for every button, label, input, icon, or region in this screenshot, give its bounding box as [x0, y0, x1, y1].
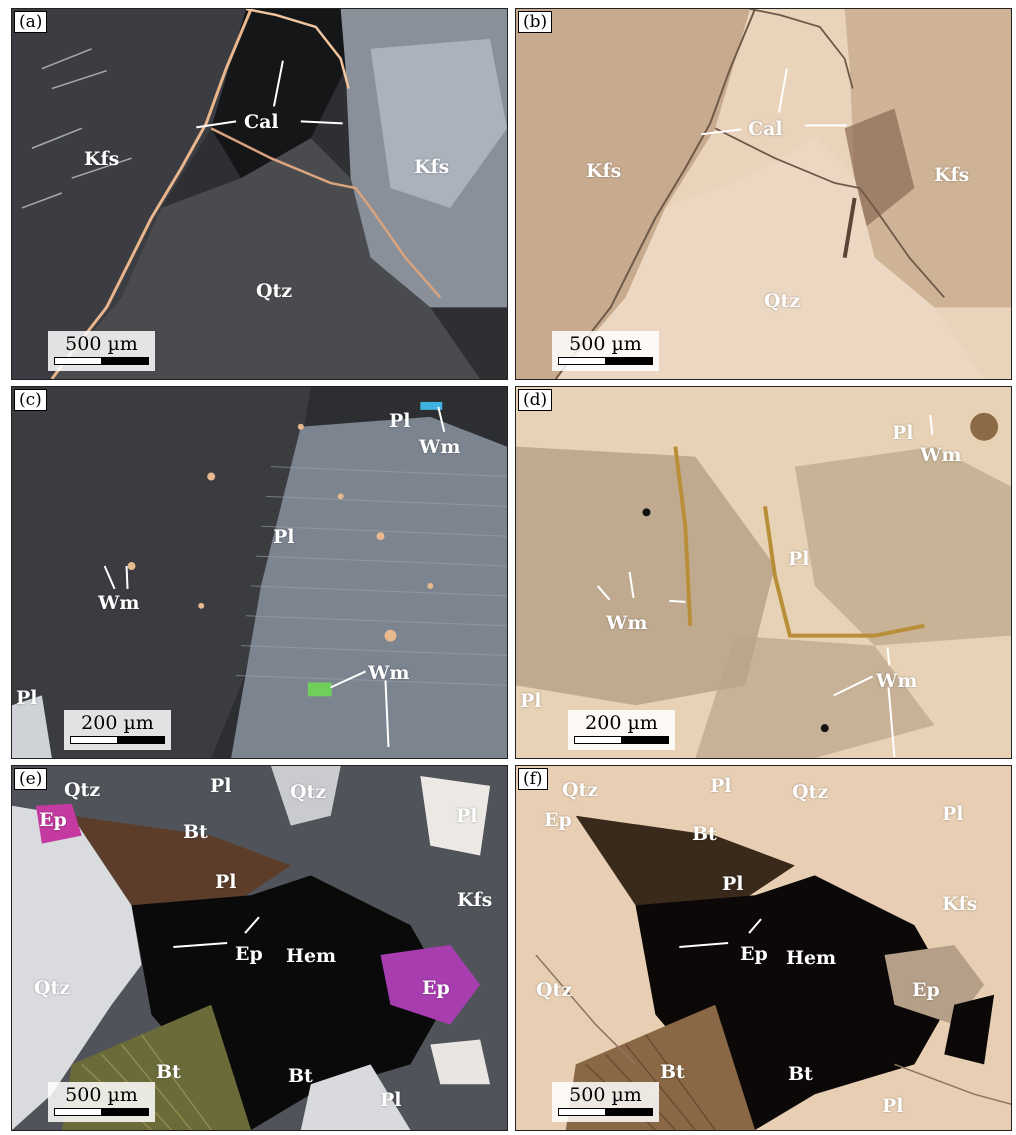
mineral-label-qtz: Qtz: [34, 977, 71, 999]
plane-polarized-photo-f: [516, 766, 1011, 1130]
mineral-label-pl: Pl: [892, 422, 914, 444]
mineral-label-wm: Wm: [368, 662, 410, 684]
panel-letter: (d): [518, 389, 553, 411]
mineral-label-bt: Bt: [660, 1061, 685, 1083]
mineral-label-ep: Ep: [544, 809, 572, 831]
mineral-label-ep: Ep: [39, 809, 67, 831]
panel-letter: (e): [14, 768, 48, 790]
mineral-label-cal: Cal: [244, 111, 279, 133]
micrograph-panel-a: (a) Kfs Cal Kfs Qtz 500 µm: [11, 8, 508, 380]
mineral-label-ep: Ep: [235, 943, 263, 965]
mineral-label-wm: Wm: [920, 444, 962, 466]
mineral-label-qtz: Qtz: [536, 979, 573, 1001]
mineral-label-kfs: Kfs: [414, 156, 450, 178]
mineral-label-kfs: Kfs: [942, 893, 978, 915]
micrograph-panel-b: (b) Kfs Cal Kfs Qtz 500 µm: [515, 8, 1012, 380]
mineral-label-qtz: Qtz: [256, 280, 293, 302]
mineral-label-pl: Pl: [380, 1089, 402, 1111]
mineral-label-qtz: Qtz: [64, 779, 101, 801]
panel-letter: (a): [14, 11, 48, 33]
micrograph-panel-f: (f) Qtz Pl Qtz Pl Ep Bt Pl Kfs Ep Hem Ep…: [515, 765, 1012, 1131]
mineral-label-cal: Cal: [748, 118, 783, 140]
mineral-label-pl: Pl: [389, 410, 411, 432]
mineral-label-wm: Wm: [606, 612, 648, 634]
mineral-label-pl: Pl: [520, 690, 542, 712]
mineral-label-ep: Ep: [740, 943, 768, 965]
mineral-label-pl: Pl: [210, 775, 232, 797]
mineral-label-pl: Pl: [882, 1095, 904, 1117]
mineral-label-wm: Wm: [419, 436, 461, 458]
scale-bar: 200 µm: [568, 710, 675, 750]
mineral-label-bt: Bt: [692, 823, 717, 845]
scale-bar: 500 µm: [48, 331, 155, 371]
scale-bar-label: 500 µm: [569, 333, 642, 355]
mineral-label-wm: Wm: [98, 592, 140, 614]
mineral-label-pl: Pl: [788, 548, 810, 570]
scale-bar: 500 µm: [552, 1082, 659, 1122]
mineral-label-kfs: Kfs: [84, 148, 120, 170]
mineral-label-pl: Pl: [942, 803, 964, 825]
mineral-label-bt: Bt: [288, 1065, 313, 1087]
scale-bar-label: 200 µm: [81, 712, 154, 734]
scale-bar: 200 µm: [64, 710, 171, 750]
mineral-label-bt: Bt: [788, 1063, 813, 1085]
mineral-label-bt: Bt: [183, 821, 208, 843]
micrograph-panel-e: (e) Qtz Pl Qtz Pl Ep Bt Pl Kfs Ep Hem Ep…: [11, 765, 508, 1131]
scale-bar: 500 µm: [48, 1082, 155, 1122]
crossed-polars-photo-a: [12, 9, 507, 379]
panel-letter: (c): [14, 389, 47, 411]
mineral-label-pl: Pl: [722, 873, 744, 895]
mineral-label-pl: Pl: [456, 805, 478, 827]
mineral-label-wm: Wm: [876, 670, 918, 692]
panel-letter: (b): [518, 11, 553, 33]
micrograph-panel-d: (d) Pl Wm Pl Wm Wm Pl 200 µm: [515, 386, 1012, 759]
scale-bar-label: 500 µm: [65, 1084, 138, 1106]
mineral-label-kfs: Kfs: [586, 160, 622, 182]
mineral-label-pl: Pl: [215, 871, 237, 893]
mineral-label-hem: Hem: [786, 947, 837, 969]
scale-bar-label: 500 µm: [65, 333, 138, 355]
mineral-label-ep: Ep: [422, 977, 450, 999]
mineral-label-hem: Hem: [286, 945, 337, 967]
mineral-label-pl: Pl: [16, 687, 38, 709]
crossed-polars-photo-e: [12, 766, 507, 1130]
mineral-label-qtz: Qtz: [792, 781, 829, 803]
mineral-label-qtz: Qtz: [290, 781, 327, 803]
mineral-label-ep: Ep: [912, 979, 940, 1001]
mineral-label-pl: Pl: [710, 775, 732, 797]
scale-bar-label: 500 µm: [569, 1084, 642, 1106]
panel-letter: (f): [518, 768, 548, 790]
mineral-label-pl: Pl: [273, 526, 295, 548]
plane-polarized-photo-d: [516, 387, 1011, 758]
mineral-label-bt: Bt: [156, 1061, 181, 1083]
micrograph-panel-c: (c) Pl Wm Pl Wm Wm Pl 200 µm: [11, 386, 508, 759]
crossed-polars-photo-c: [12, 387, 507, 758]
mineral-label-kfs: Kfs: [934, 164, 970, 186]
mineral-label-kfs: Kfs: [457, 889, 493, 911]
plane-polarized-photo-b: [516, 9, 1011, 379]
mineral-label-qtz: Qtz: [562, 779, 599, 801]
scale-bar: 500 µm: [552, 331, 659, 371]
mineral-label-qtz: Qtz: [764, 290, 801, 312]
scale-bar-label: 200 µm: [585, 712, 658, 734]
